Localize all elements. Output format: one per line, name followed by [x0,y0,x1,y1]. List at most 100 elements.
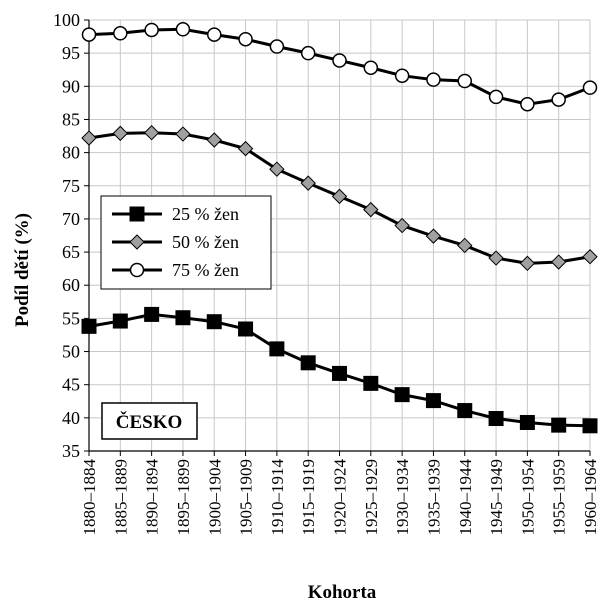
data-point [519,255,536,272]
y-axis-title: Podíl dětí (%) [12,213,33,327]
data-point [520,96,535,112]
data-point [81,27,97,42]
data-point [332,365,347,381]
data-point [551,417,567,433]
data-point [425,228,442,244]
legend-marker [129,234,145,250]
x-tick-label: 1925–1929 [362,459,381,536]
y-tick-label: 90 [62,76,80,96]
data-point [175,126,191,142]
x-tick-label: 1960–1964 [581,459,600,536]
data-point [300,355,316,371]
y-tick-label: 95 [62,43,80,63]
data-point [113,26,128,41]
legend-label: 75 % žen [172,260,239,280]
data-point [238,321,254,337]
y-axis-ticks: 35 40 45 50 55 60 65 70 75 80 85 90 95 100 [53,10,89,461]
data-point [363,201,379,218]
y-tick-label: 85 [62,109,80,129]
series-3 [81,22,598,112]
y-tick-label: 50 [62,342,80,362]
x-tick-label: 1930–1934 [393,459,412,536]
data-point [488,250,504,266]
country-label-box: ČESKO [101,402,198,440]
x-axis-title: Kohorta [308,582,377,603]
data-point [488,411,504,427]
data-point [269,39,285,54]
y-tick-label: 70 [62,209,80,229]
y-tick-label: 100 [53,10,80,30]
data-point [300,45,316,61]
data-point [582,249,598,265]
series-2 [81,125,598,272]
legend-item: 50 % žen [112,232,239,252]
x-tick-label: 1890–1894 [143,459,162,536]
data-point [206,132,222,148]
data-point [112,125,129,142]
data-point [175,22,191,37]
data-point [237,140,254,157]
data-point [551,92,566,107]
data-point [144,306,160,322]
data-point [488,89,504,105]
data-point [144,22,159,38]
y-tick-label: 55 [62,308,80,328]
y-tick-label: 35 [62,441,80,461]
data-point [457,237,473,254]
data-point [425,393,441,409]
x-tick-label: 1955–1959 [550,459,569,536]
data-point [238,31,253,47]
x-tick-label: 1880–1884 [80,459,99,536]
x-tick-label: 1900–1904 [205,459,224,536]
x-tick-label: 1885–1889 [111,459,130,536]
data-point [457,403,473,419]
legend-marker [129,206,145,222]
x-tick-label: 1895–1899 [174,459,193,536]
y-tick-label: 75 [62,176,80,196]
series-1 [81,306,598,434]
data-point [394,387,410,403]
series-group [81,22,598,434]
data-point [519,414,535,430]
data-point [81,318,97,334]
x-tick-label: 1935–1939 [424,459,443,536]
y-tick-label: 40 [62,408,80,428]
country-label: ČESKO [116,411,183,433]
legend: 25 % žen 50 % žen 75 % žen [100,195,272,290]
legend-marker [129,262,145,278]
data-point [207,27,222,42]
y-tick-label: 80 [62,143,80,163]
x-tick-label: 1910–1914 [268,459,287,536]
data-point [363,60,379,75]
data-point [394,68,410,83]
y-tick-label: 60 [62,275,80,295]
data-point [550,254,567,270]
x-tick-label: 1920–1924 [331,459,350,536]
x-tick-label: 1940–1944 [456,459,475,536]
data-point [143,125,160,141]
x-axis-ticks: 1880–1884 1885–1889 1890–1894 1895–1899 1900… [80,451,600,536]
x-tick-label: 1905–1909 [237,459,256,536]
data-point [457,73,472,89]
y-tick-label: 45 [62,375,80,395]
legend-label: 25 % žen [172,204,239,224]
data-point [269,341,285,357]
legend-item: 25 % žen [112,204,239,224]
x-tick-label: 1915–1919 [299,459,318,536]
x-tick-label: 1945–1949 [487,459,506,536]
legend-label: 50 % žen [172,232,239,252]
data-point [332,53,347,68]
data-point [269,161,285,177]
y-tick-label: 65 [62,242,80,262]
data-point [582,418,598,434]
data-point [175,310,191,326]
x-tick-label: 1950–1954 [518,459,537,536]
data-point [394,217,410,234]
data-point [81,130,97,146]
data-point [426,72,441,87]
data-point [112,313,128,329]
data-point [206,314,222,330]
data-point [363,375,379,391]
data-point [300,175,316,191]
